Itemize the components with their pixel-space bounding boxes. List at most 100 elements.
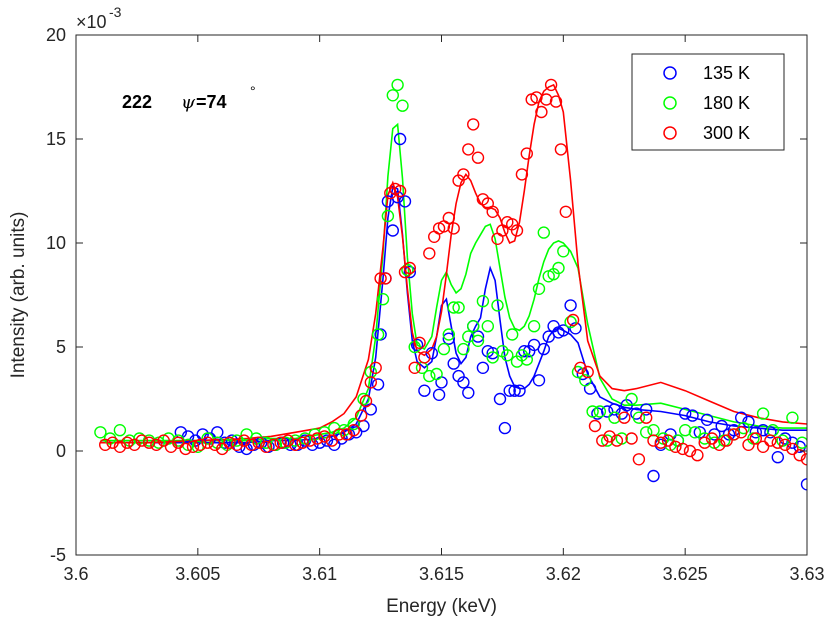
- data-point-s2-93: [676, 442, 689, 456]
- data-point-s2-95: [691, 449, 704, 462]
- data-point-s1-43: [452, 301, 465, 314]
- data-point-s2-107: [778, 438, 792, 451]
- data-point-s2-58: [467, 118, 480, 131]
- data-point-s0-53: [503, 384, 516, 397]
- data-point-s0-71: [608, 403, 621, 416]
- y-axis-exponent: ×10 -3: [76, 4, 122, 32]
- data-point-s1-40: [437, 342, 451, 356]
- data-point-s1-20: [289, 434, 302, 447]
- data-point-s0-24: [350, 426, 363, 439]
- data-point-s2-105: [764, 434, 777, 447]
- data-point-s0-48: [476, 361, 490, 374]
- data-point-s0-38: [425, 347, 438, 360]
- y-tick-label: 5: [56, 337, 66, 357]
- y-tick-label: 0: [56, 441, 66, 461]
- data-point-s2-10: [172, 436, 185, 449]
- data-point-s1-57: [520, 353, 533, 366]
- data-point-s0-92: [764, 426, 777, 439]
- data-point-s2-85: [618, 411, 631, 424]
- data-point-s0-33: [393, 132, 407, 146]
- data-point-s2-99: [720, 434, 733, 447]
- data-point-s2-67: [510, 224, 524, 237]
- data-point-s2-92: [669, 440, 682, 453]
- data-point-s2-29: [311, 432, 324, 445]
- data-point-s2-27: [296, 436, 309, 449]
- data-point-s2-4: [128, 438, 141, 451]
- y-axis-title: Intensity (arb. units): [8, 212, 29, 379]
- legend: 135 K 180 K 300 K: [631, 53, 785, 151]
- data-point-s0-55: [513, 384, 526, 397]
- data-point-s1-81: [688, 426, 702, 439]
- data-point-s0-64: [557, 324, 570, 337]
- data-point-s1-80: [679, 424, 692, 437]
- data-point-s1-17: [259, 436, 273, 449]
- data-point-s2-36: [359, 394, 373, 408]
- data-point-s1-53: [501, 349, 514, 362]
- data-point-s0-47: [471, 330, 485, 343]
- x-tick-label: 3.63: [789, 564, 824, 584]
- data-point-s2-19: [237, 434, 251, 447]
- data-point-s1-27: [357, 392, 370, 406]
- data-point-s1-58: [527, 320, 541, 333]
- data-point-s0-76: [647, 469, 660, 483]
- data-point-s0-59: [532, 374, 546, 387]
- data-point-s0-44: [457, 376, 470, 389]
- data-point-s0-93: [771, 451, 784, 464]
- data-point-s1-74: [632, 411, 646, 424]
- data-point-s2-73: [540, 93, 553, 106]
- data-point-s2-1: [106, 436, 119, 449]
- data-point-s2-11: [179, 442, 192, 456]
- data-point-s1-41: [442, 328, 455, 341]
- data-point-s2-40: [379, 272, 392, 285]
- data-point-s2-86: [625, 432, 638, 445]
- data-point-s2-3: [120, 436, 134, 449]
- data-point-s2-79: [574, 361, 587, 374]
- data-point-s1-31: [381, 209, 395, 223]
- data-point-s1-14: [230, 434, 244, 447]
- data-point-s0-45: [462, 386, 475, 399]
- data-point-s1-64: [557, 245, 570, 258]
- data-point-s2-62: [486, 205, 499, 219]
- data-point-s2-43: [393, 184, 407, 198]
- data-point-s2-75: [549, 95, 563, 108]
- data-point-s1-19: [279, 436, 292, 449]
- data-point-s1-67: [579, 374, 592, 387]
- x-tick-label: 3.625: [663, 564, 708, 584]
- data-point-s1-59: [532, 282, 546, 295]
- data-point-s2-23: [267, 438, 280, 451]
- data-point-s0-36: [410, 338, 424, 352]
- data-point-s1-0: [94, 426, 107, 439]
- legend-marker-1: [663, 96, 677, 110]
- data-point-s1-32: [386, 89, 399, 102]
- data-point-s0-52: [498, 421, 512, 435]
- data-point-s1-47: [471, 334, 485, 347]
- data-point-s0-6: [218, 436, 231, 449]
- data-point-s1-51: [491, 299, 504, 312]
- data-point-s2-33: [340, 428, 353, 441]
- data-point-s2-84: [610, 434, 624, 447]
- data-point-s0-70: [601, 405, 614, 418]
- data-point-s2-28: [303, 434, 317, 447]
- data-point-s2-2: [113, 440, 127, 453]
- data-point-s0-81: [686, 409, 699, 422]
- data-point-s0-42: [447, 357, 460, 370]
- legend-marker-0: [663, 66, 677, 80]
- data-point-s2-13: [194, 438, 207, 451]
- data-point-s1-88: [756, 407, 770, 420]
- data-point-s1-71: [608, 411, 621, 424]
- data-point-s2-14: [201, 436, 214, 449]
- data-point-s1-75: [640, 426, 653, 439]
- data-point-s0-39: [432, 388, 446, 401]
- data-point-s1-33: [391, 78, 404, 92]
- legend-box: [631, 53, 785, 151]
- data-point-s2-9: [164, 440, 178, 453]
- data-point-s2-38: [369, 361, 382, 374]
- data-point-s2-30: [318, 430, 331, 443]
- data-point-s1-42: [447, 301, 460, 314]
- data-point-s1-48: [476, 295, 490, 308]
- data-point-s1-92: [795, 436, 807, 449]
- x-tick-label: 3.615: [419, 564, 464, 584]
- data-point-s1-35: [401, 263, 414, 277]
- data-point-s2-78: [566, 313, 580, 327]
- data-point-s1-54: [506, 328, 519, 341]
